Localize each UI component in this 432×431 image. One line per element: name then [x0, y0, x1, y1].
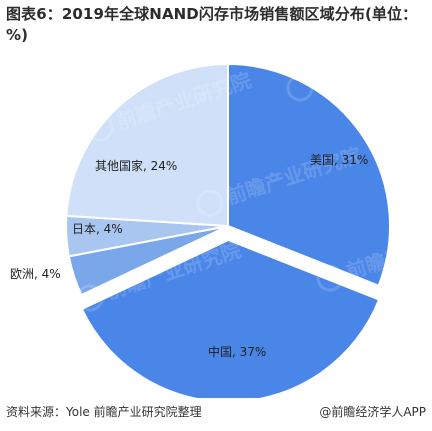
- pie-slice-5: [65, 62, 229, 228]
- slice-label-5: 其他国家, 24%: [95, 158, 177, 173]
- slice-label-4: 日本, 4%: [72, 222, 123, 236]
- chart-title: 图表6：2019年全球NAND闪存市场销售额区域分布(单位：%): [6, 5, 418, 44]
- watermark-text: 前瞻产业研究院: [313, 48, 432, 94]
- slice-label-3: 欧洲, 4%: [10, 267, 61, 281]
- pie-labels: 美国, 31% 中国, 37% 欧洲, 4% 日本, 4% 其他国家, 24%: [10, 153, 368, 359]
- source-note: 资料来源：Yole 前瞻产业研究院整理: [6, 405, 202, 419]
- pie-slice-1: [227, 62, 391, 287]
- chart-footer: 资料来源：Yole 前瞻产业研究院整理 @前瞻经济学人APP: [0, 400, 432, 424]
- brand-credit: @前瞻经济学人APP: [319, 405, 426, 419]
- slice-label-2: 中国, 37%: [208, 344, 266, 359]
- chart-area: 前瞻产业研究院 前瞻产业研究院 前瞻产业研究院 前瞻产业研究院 前瞻产业研究院 美国, …: [0, 28, 432, 403]
- pie-slices: [65, 62, 391, 403]
- slice-label-1: 美国, 31%: [310, 153, 368, 167]
